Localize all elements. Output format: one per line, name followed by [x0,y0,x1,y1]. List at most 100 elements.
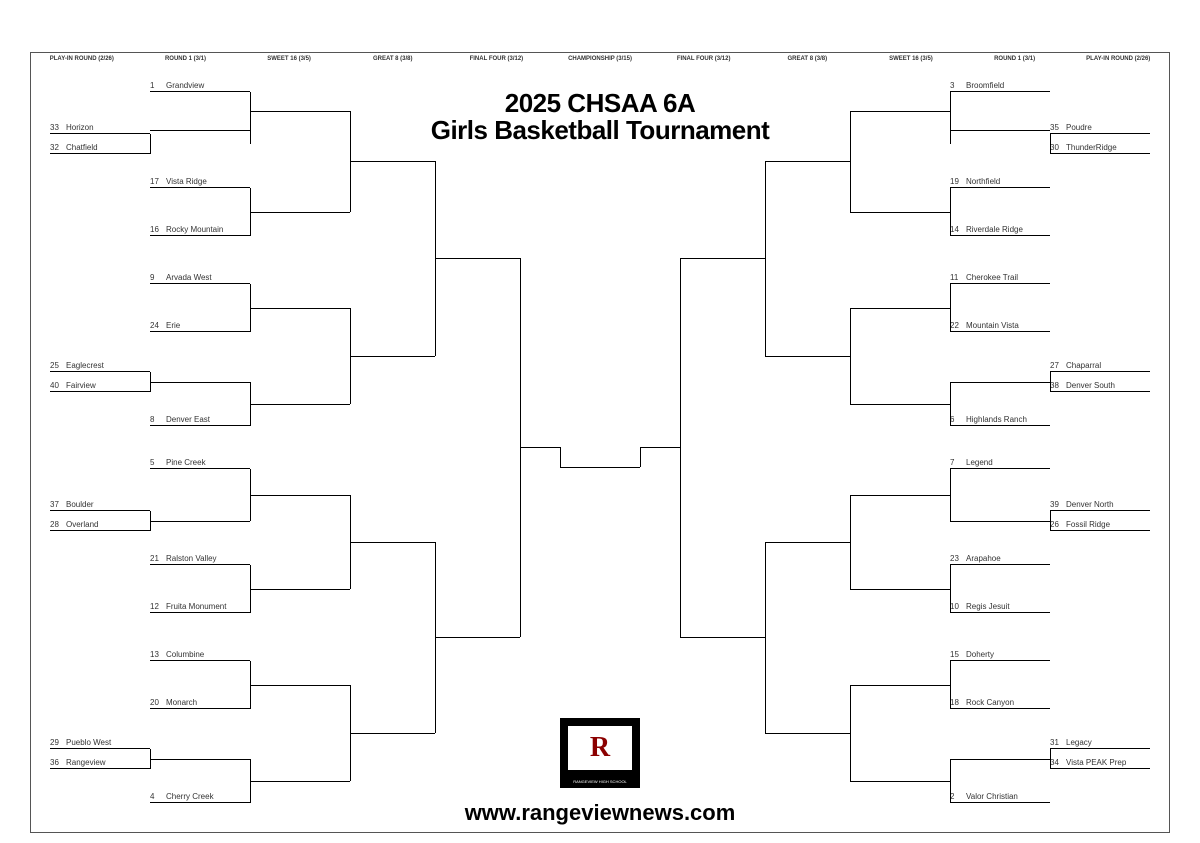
line [250,589,350,590]
line [350,161,435,162]
line [640,447,680,448]
entry: 5Pine Creek [150,455,250,469]
line [250,212,350,213]
line [950,188,951,236]
line [250,92,251,144]
line [850,404,950,405]
entry: 28Overland [50,517,150,531]
line [765,356,850,357]
line [950,759,1050,760]
entry: 15Doherty [950,647,1050,661]
line [1050,372,1051,392]
entry: 40Fairview [50,378,150,392]
round-label: GREAT 8 (3/8) [341,56,445,62]
line [435,637,520,638]
entry: 16Rocky Mountain [150,222,250,236]
line [850,589,950,590]
entry: 34Vista PEAK Prep [1050,755,1150,769]
round-label: GREAT 8 (3/8) [755,56,859,62]
round-label: CHAMPIONSHIP (3/15) [548,56,652,62]
line [350,542,435,543]
round-label: FINAL FOUR (3/12) [652,56,756,62]
logo-bottom-text: RANGEVIEW HIGH SCHOOL [562,779,638,784]
line [1050,749,1051,769]
line [350,356,435,357]
line [435,258,520,259]
round-label: PLAY-IN ROUND (2/26) [1066,56,1170,62]
line [765,542,766,733]
line [1050,134,1051,154]
line [150,759,250,760]
line [150,134,151,154]
round-label: ROUND 1 (3/1) [134,56,238,62]
entry: 23Arapahoe [950,551,1050,565]
entry: 30ThunderRidge [1050,140,1150,154]
line [560,467,640,468]
raider-review-logo: RAIDER REVIEW R RANGEVIEW HIGH SCHOOL [560,718,640,788]
entry: 26Fossil Ridge [1050,517,1150,531]
line [1050,511,1051,531]
round-label: SWEET 16 (3/5) [859,56,963,62]
round-label: FINAL FOUR (3/12) [445,56,549,62]
round-headers: PLAY-IN ROUND (2/26) ROUND 1 (3/1) SWEET… [30,56,1170,62]
line [765,542,850,543]
website-url: www.rangeviewnews.com [0,800,1200,826]
line [850,781,950,782]
line [850,685,851,781]
entry: 25Eaglecrest [50,358,150,372]
line [950,521,1050,522]
entry: 22Mountain Vista [950,318,1050,332]
entry: 8Denver East [150,412,250,426]
line [850,212,950,213]
line [950,130,1050,131]
entry: 20Monarch [150,695,250,709]
entry: 17Vista Ridge [150,174,250,188]
line [950,661,951,709]
line [850,308,950,309]
line [950,469,951,521]
line [250,111,350,112]
line [150,382,250,383]
entry: 12Fruita Monument [150,599,250,613]
entry: 39Denver North [1050,497,1150,511]
line [765,733,850,734]
logo-top-text: RAIDER REVIEW [562,710,638,716]
entry: 38Denver South [1050,378,1150,392]
entry: 14Riverdale Ridge [950,222,1050,236]
round-label: PLAY-IN ROUND (2/26) [30,56,134,62]
line [680,258,765,259]
entry: 27Chaparral [1050,358,1150,372]
entry: 33Horizon [50,120,150,134]
line [250,495,350,496]
round-label: SWEET 16 (3/5) [237,56,341,62]
line [680,637,765,638]
entry: 13Columbine [150,647,250,661]
line [950,382,1050,383]
entry: 1Grandview [150,78,250,92]
line [950,382,951,426]
entry: 37Boulder [50,497,150,511]
line [150,521,250,522]
line [850,111,950,112]
line [850,308,851,404]
line [560,447,561,467]
line [950,565,951,613]
entry: 18Rock Canyon [950,695,1050,709]
entry: 6Highlands Ranch [950,412,1050,426]
entry: 9Arvada West [150,270,250,284]
entry: 11Cherokee Trail [950,270,1050,284]
line [765,161,766,356]
entry: 21Ralston Valley [150,551,250,565]
line [250,685,350,686]
entry: 19Northfield [950,174,1050,188]
entry: 36Rangeview [50,755,150,769]
line [150,130,250,131]
entry: 10Regis Jesuit [950,599,1050,613]
line [850,495,851,589]
line [520,447,560,448]
line [950,759,951,803]
entry: 4Cherry Creek [150,789,250,803]
entry: 32Chatfield [50,140,150,154]
entry: 2Valor Christian [950,789,1050,803]
line [850,685,950,686]
